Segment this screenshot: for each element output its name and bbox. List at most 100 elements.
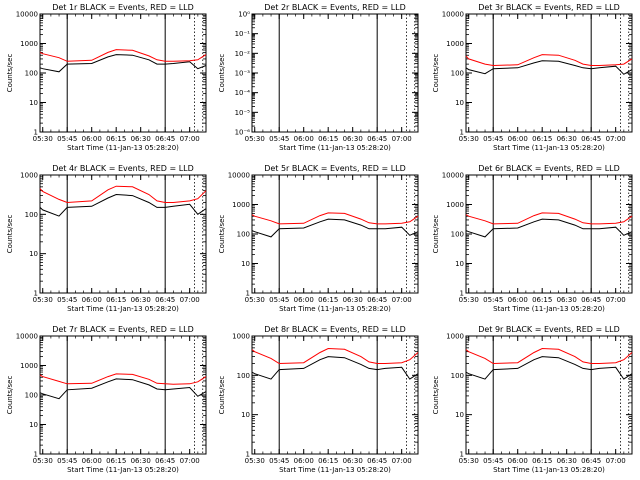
series-line-lld: [39, 49, 207, 62]
x-tick-label: 06:30: [557, 135, 577, 143]
x-tick-label: 06:30: [343, 135, 363, 143]
x-axis-label: Start Time (11-Jan-13 05:28:20): [493, 144, 605, 152]
x-tick-label: 06:00: [508, 457, 528, 465]
x-tick-label: 05:30: [459, 457, 479, 465]
y-tick-label: 100: [237, 372, 250, 380]
x-tick-label: 05:30: [33, 457, 53, 465]
chart-panel-6: Det 6r BLACK = Events, RED = LLD 1 10 100 10…: [432, 164, 633, 313]
y-tick-label: 10⁻¹: [235, 30, 251, 38]
y-tick-label: 100: [237, 231, 250, 239]
chart-panel-7: Det 7r BLACK = Events, RED = LLD 1 10 100 10…: [6, 325, 207, 474]
y-axis-label: Counts/sec: [432, 54, 440, 93]
chart-title: Det 2r BLACK = Events, RED = LLD: [264, 3, 406, 12]
y-axis-label: Counts/sec: [218, 54, 226, 93]
x-tick-label: 06:15: [106, 296, 126, 304]
chart-panel-1: Det 1r BLACK = Events, RED = LLD 1 10 100 10…: [6, 3, 207, 152]
x-tick-label: 05:30: [245, 296, 265, 304]
series-line-lld: [251, 212, 419, 225]
x-tick-label: 06:00: [82, 296, 102, 304]
x-tick-label: 06:30: [131, 135, 151, 143]
chart-title: Det 4r BLACK = Events, RED = LLD: [52, 164, 194, 173]
y-tick-label: 100: [25, 211, 38, 219]
chart-panel-9: Det 9r BLACK = Events, RED = LLD 1 10 100 10…: [432, 325, 633, 474]
x-tick-label: 06:30: [131, 457, 151, 465]
x-tick-label: 06:45: [155, 457, 175, 465]
series-line-events: [465, 218, 633, 238]
y-tick-label: 10: [455, 260, 464, 268]
x-tick-label: 06:00: [508, 135, 528, 143]
y-tick-label: 1000: [446, 40, 464, 48]
y-tick-label: 10000: [442, 172, 464, 180]
y-tick-label: 10: [29, 250, 38, 258]
x-tick-label: 05:45: [483, 457, 503, 465]
x-tick-label: 06:00: [294, 135, 314, 143]
y-tick-label: 10000: [442, 11, 464, 19]
y-axis-label: Counts/sec: [6, 215, 14, 254]
series-line-lld: [465, 347, 633, 365]
series-line-events: [465, 60, 633, 75]
x-tick-label: 06:45: [581, 296, 601, 304]
y-tick-label: 10⁻⁵: [235, 109, 251, 117]
series-line-events: [39, 378, 207, 400]
y-tick-label: 10000: [228, 172, 250, 180]
x-axis-label: Start Time (11-Jan-13 05:28:20): [493, 466, 605, 474]
y-tick-label: 1: [246, 451, 250, 459]
y-tick-label: 100: [25, 392, 38, 400]
x-tick-label: 05:45: [269, 296, 289, 304]
series-line-lld: [39, 185, 207, 204]
x-tick-label: 06:45: [155, 135, 175, 143]
y-tick-label: 1: [460, 451, 464, 459]
x-tick-label: 06:45: [367, 296, 387, 304]
chart-title: Det 7r BLACK = Events, RED = LLD: [52, 325, 194, 334]
x-tick-label: 06:30: [557, 296, 577, 304]
x-tick-label: 05:30: [459, 135, 479, 143]
y-tick-label: 10: [29, 421, 38, 429]
x-tick-label: 06:45: [367, 457, 387, 465]
x-tick-label: 07:00: [392, 135, 412, 143]
series-line-events: [465, 356, 633, 380]
x-tick-label: 06:30: [343, 457, 363, 465]
x-tick-label: 05:45: [483, 135, 503, 143]
x-axis-label: Start Time (11-Jan-13 05:28:20): [279, 144, 391, 152]
x-tick-label: 07:00: [392, 457, 412, 465]
x-tick-label: 06:30: [557, 457, 577, 465]
x-tick-label: 05:30: [245, 135, 265, 143]
x-axis-label: Start Time (11-Jan-13 05:28:20): [279, 305, 391, 313]
plot-frame: [465, 13, 633, 133]
plot-frame: [39, 335, 207, 455]
x-tick-label: 06:45: [367, 135, 387, 143]
y-tick-label: 100: [25, 70, 38, 78]
x-tick-label: 05:30: [245, 457, 265, 465]
y-tick-label: 1000: [446, 201, 464, 209]
x-axis-label: Start Time (11-Jan-13 05:28:20): [67, 305, 179, 313]
x-tick-label: 06:45: [581, 135, 601, 143]
chart-title: Det 5r BLACK = Events, RED = LLD: [264, 164, 406, 173]
x-tick-label: 05:45: [57, 135, 77, 143]
y-tick-label: 10: [29, 99, 38, 107]
chart-title: Det 1r BLACK = Events, RED = LLD: [52, 3, 194, 12]
y-tick-label: 1000: [446, 333, 464, 341]
chart-panel-3: Det 3r BLACK = Events, RED = LLD 1 10 100 10…: [432, 3, 633, 152]
x-tick-label: 06:15: [532, 135, 552, 143]
y-axis-label: Counts/sec: [432, 215, 440, 254]
x-tick-label: 06:15: [318, 296, 338, 304]
y-tick-label: 100: [451, 372, 464, 380]
chart-title: Det 3r BLACK = Events, RED = LLD: [478, 3, 620, 12]
y-tick-label: 10: [241, 411, 250, 419]
x-tick-label: 07:00: [392, 296, 412, 304]
x-tick-label: 05:30: [459, 296, 479, 304]
x-tick-label: 06:00: [508, 296, 528, 304]
chart-panel-4: Det 4r BLACK = Events, RED = LLD 1 10 100 10…: [6, 164, 207, 313]
plot-frame: [251, 335, 419, 455]
y-tick-label: 1: [460, 290, 464, 298]
series-line-lld: [39, 373, 207, 385]
series-line-events: [39, 193, 207, 217]
y-tick-label: 1: [460, 129, 464, 137]
y-tick-label: 10000: [16, 11, 38, 19]
x-tick-label: 07:00: [606, 296, 626, 304]
y-tick-label: 10⁻⁴: [235, 89, 251, 97]
y-tick-label: 1000: [20, 40, 38, 48]
x-tick-label: 05:45: [269, 457, 289, 465]
